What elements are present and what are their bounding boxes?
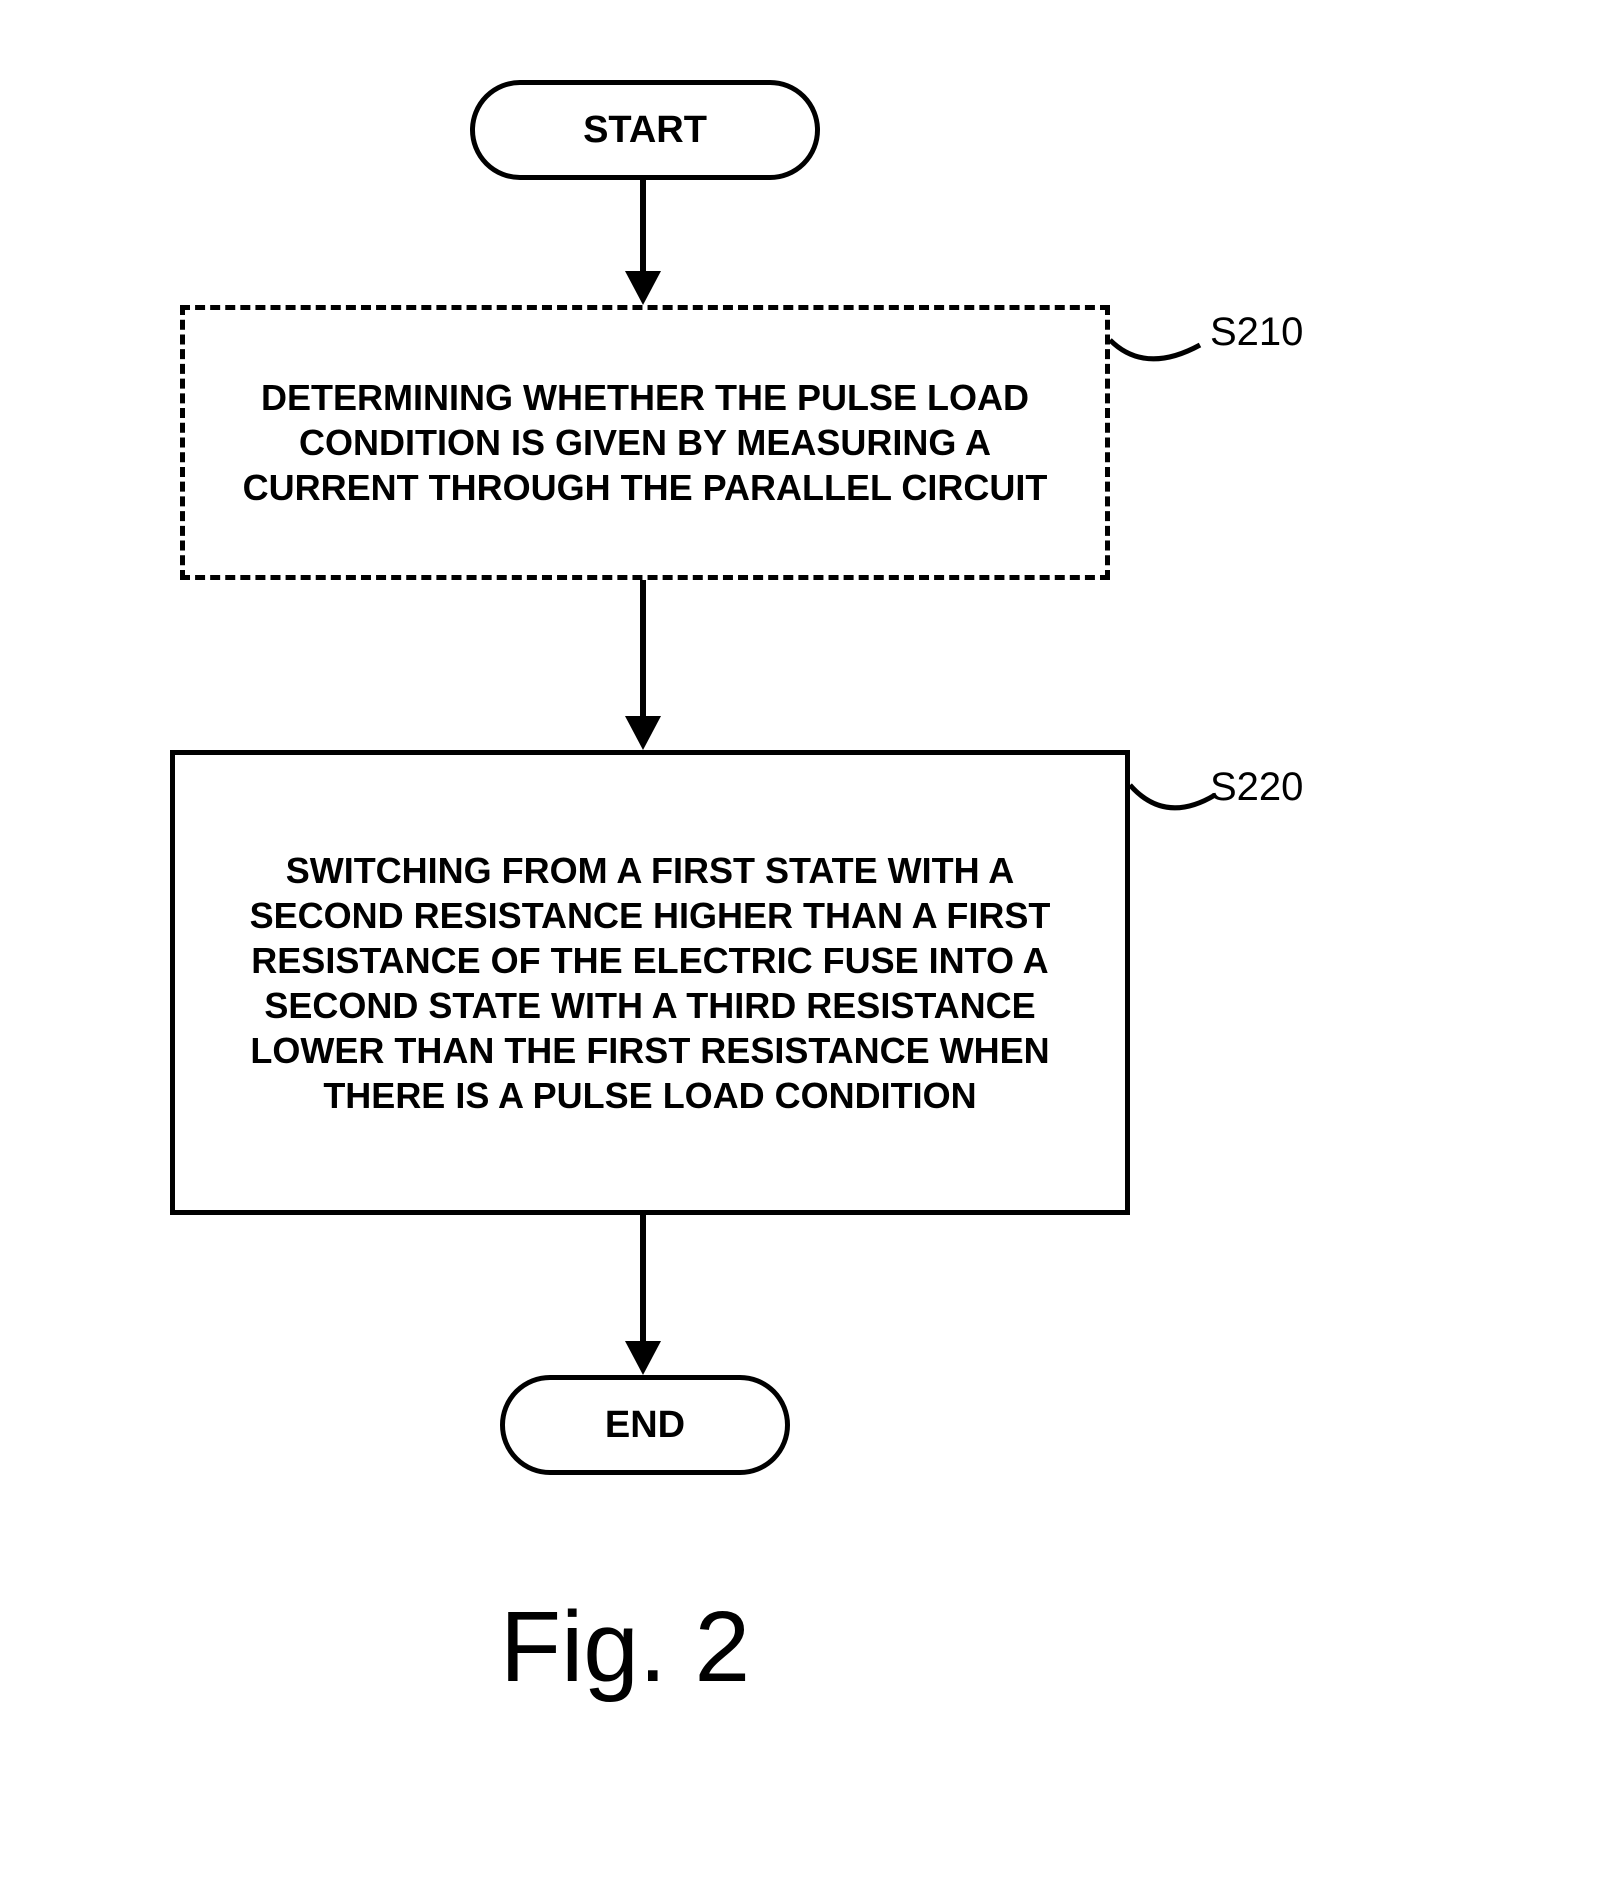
end-label: END (605, 1380, 685, 1470)
s220-text: SWITCHING FROM A FIRST STATE WITH A SECO… (215, 848, 1085, 1118)
start-label: START (583, 85, 707, 175)
figure-label: Fig. 2 (500, 1590, 750, 1705)
s220-ref-text: S220 (1210, 765, 1303, 809)
s210-connector (1105, 300, 1225, 380)
s210-node: DETERMINING WHETHER THE PULSE LOAD CONDI… (180, 305, 1110, 580)
s210-ref-text: S210 (1210, 310, 1303, 354)
s220-ref: S220 (1210, 765, 1303, 810)
edge-start-s210 (640, 180, 646, 275)
s210-ref: S210 (1210, 310, 1303, 355)
edge-s210-s220 (640, 580, 646, 720)
start-node: START (470, 80, 820, 180)
figure-label-text: Fig. 2 (500, 1591, 750, 1703)
flowchart-canvas: START DETERMINING WHETHER THE PULSE LOAD… (0, 0, 1607, 1883)
end-node: END (500, 1375, 790, 1475)
edge-s220-end-head (625, 1341, 661, 1375)
s210-text: DETERMINING WHETHER THE PULSE LOAD CONDI… (225, 375, 1065, 510)
edge-s210-s220-head (625, 716, 661, 750)
edge-start-s210-head (625, 271, 661, 305)
edge-s220-end (640, 1215, 646, 1345)
s220-node: SWITCHING FROM A FIRST STATE WITH A SECO… (170, 750, 1130, 1215)
